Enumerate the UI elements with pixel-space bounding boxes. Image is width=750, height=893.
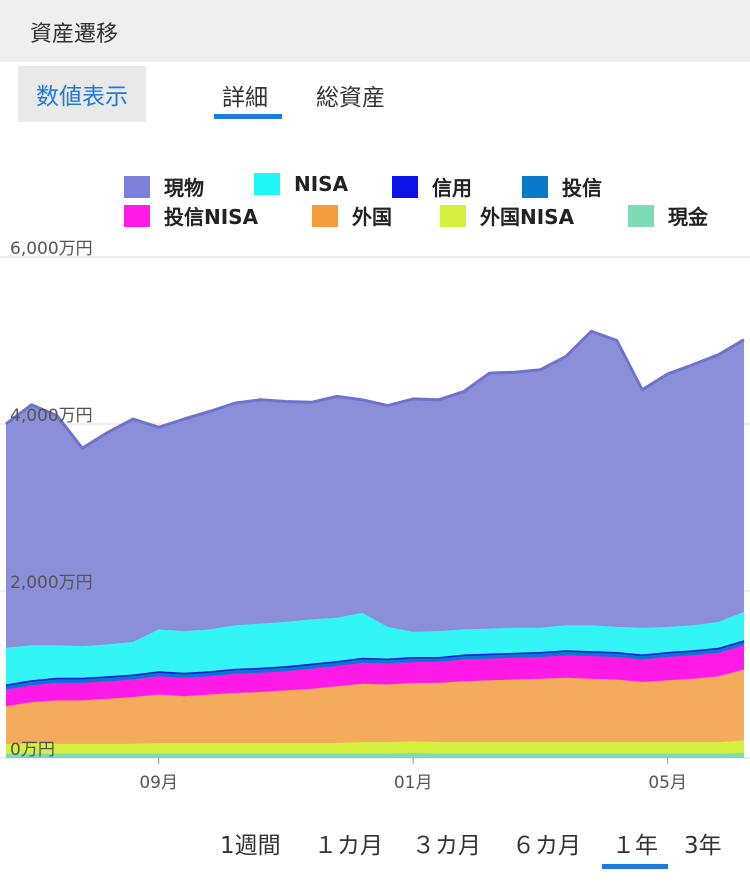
legend-label: NISA: [294, 172, 349, 196]
range-1-year[interactable]: １年: [612, 833, 658, 859]
legend-label: 投信NISA: [164, 205, 259, 229]
legend-swatch: [124, 204, 150, 227]
area-投信NISA: [6, 645, 744, 707]
legend-label: 投信: [562, 176, 602, 200]
legend-item-toshin-nisa[interactable]: 投信NISA: [124, 201, 258, 230]
legend-swatch: [392, 175, 418, 198]
asset-area-chart[interactable]: 0万円 2,000万円 4,000万円 6,000万円 09月 01月 05月: [0, 235, 750, 810]
numeric-view-button[interactable]: 数値表示: [18, 66, 146, 122]
active-range-indicator: [602, 864, 668, 869]
legend-item-genbutsu[interactable]: 現物: [124, 172, 204, 201]
line-現物: [5, 329, 745, 450]
page-title: 資産遷移: [30, 22, 119, 47]
legend-label: 現物: [164, 176, 204, 200]
range-3-months[interactable]: ３カ月: [412, 833, 481, 859]
time-range-selector: 1週間 １カ月 ３カ月 ６カ月 １年 3年: [0, 820, 750, 880]
range-1-month[interactable]: １カ月: [314, 833, 383, 859]
legend-item-genkin[interactable]: 現金: [628, 201, 708, 230]
x-tick-label: 09月: [139, 773, 178, 793]
chart-y-axis-labels: 0万円 2,000万円 4,000万円 6,000万円: [10, 239, 93, 760]
y-tick-label: 0万円: [10, 740, 55, 760]
chart-x-axis-labels: 09月 01月 05月: [139, 758, 687, 793]
area-投信: [6, 641, 744, 690]
tab-total-assets[interactable]: 総資産: [316, 85, 385, 111]
header-bar: 資産遷移: [0, 0, 750, 62]
y-tick-label: 4,000万円: [10, 406, 93, 426]
numeric-view-label: 数値表示: [36, 84, 128, 110]
range-3-years[interactable]: 3年: [684, 833, 722, 859]
active-tab-indicator: [214, 114, 282, 119]
chart-legend: 現物 NISA 信用 投信 投信NISA 外国 外国NISA 現金: [0, 170, 750, 230]
area-NISA: [6, 611, 744, 685]
x-tick-label: 01月: [394, 773, 433, 793]
range-6-months[interactable]: ６カ月: [512, 833, 581, 859]
legend-label: 外国: [352, 205, 392, 229]
legend-swatch: [628, 204, 654, 227]
legend-swatch: [440, 204, 466, 227]
legend-label: 現金: [668, 205, 708, 229]
legend-swatch: [124, 175, 150, 198]
x-tick-label: 05月: [648, 773, 687, 793]
range-1-week[interactable]: 1週間: [220, 833, 281, 859]
area-外国: [6, 669, 744, 744]
chart-areas: [5, 329, 745, 758]
legend-item-toshin[interactable]: 投信: [522, 172, 602, 201]
legend-label: 外国NISA: [480, 205, 575, 229]
legend-item-gaikoku[interactable]: 外国: [312, 201, 392, 230]
area-現物: [6, 331, 744, 648]
y-tick-label: 2,000万円: [10, 573, 93, 593]
legend-swatch: [312, 204, 338, 227]
legend-swatch: [522, 175, 548, 198]
legend-item-gaikoku-nisa[interactable]: 外国NISA: [440, 201, 574, 230]
legend-swatch: [254, 173, 280, 195]
y-tick-label: 6,000万円: [10, 239, 93, 259]
legend-item-nisa[interactable]: NISA: [254, 172, 348, 196]
legend-item-shinyo[interactable]: 信用: [392, 172, 472, 201]
legend-label: 信用: [432, 176, 472, 200]
tab-detail[interactable]: 詳細: [222, 85, 268, 111]
